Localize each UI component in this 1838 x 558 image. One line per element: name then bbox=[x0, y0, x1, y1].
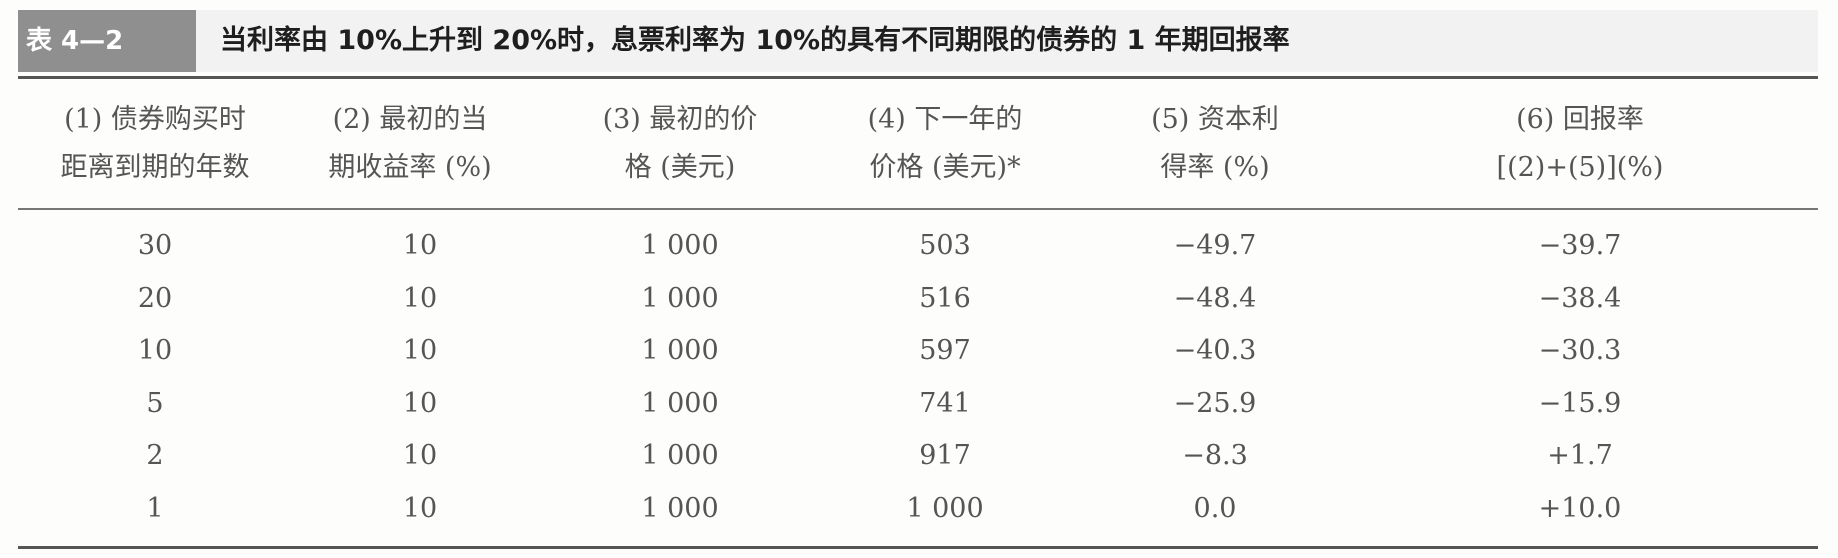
table-cell-r5-c2: 10 bbox=[402, 440, 438, 471]
table-cell-r6-c4: 1 000 bbox=[906, 492, 984, 524]
table-cell-r5-c1: 2 bbox=[146, 440, 164, 471]
table-cell-r2-c2: 10 bbox=[402, 282, 438, 314]
table-cell-r3-c1: 10 bbox=[137, 335, 173, 366]
header-col-6-line-1: (6) 回报率 bbox=[1516, 104, 1644, 135]
header-rule bbox=[18, 208, 1818, 210]
header-col-6: (6) 回报率 [(2)+(5)](%) bbox=[1450, 96, 1710, 192]
header-col-6-line-2: [(2)+(5)](%) bbox=[1496, 152, 1664, 183]
table-title: 当利率由 10%上升到 20%时，息票利率为 10%的具有不同期限的债券的 1 … bbox=[220, 25, 1290, 56]
table-cell-r3-c6: −30.3 bbox=[1538, 335, 1622, 366]
header-col-5: (5) 资本利 得率 (%) bbox=[1105, 96, 1325, 192]
table-cell-r6-c1: 1 bbox=[146, 492, 164, 524]
table-cell-r1-c4: 503 bbox=[919, 230, 971, 261]
table-cell-r2-c5: −48.4 bbox=[1173, 282, 1257, 314]
table-cell-r4-c2: 10 bbox=[402, 387, 438, 419]
table-cell-r4-c5: −25.9 bbox=[1173, 387, 1257, 419]
table-cell-r3-c4: 597 bbox=[919, 335, 971, 366]
table-cell-r4-c3: 1 000 bbox=[641, 387, 719, 419]
header-col-4-line-1: (4) 下一年的 bbox=[867, 104, 1023, 135]
table-cell-r3-c5: −40.3 bbox=[1173, 335, 1257, 366]
table-cell-r5-c6: +1.7 bbox=[1547, 440, 1613, 471]
table-cell-r2-c4: 516 bbox=[919, 282, 971, 314]
table-number-tag: 表 4—2 bbox=[18, 10, 196, 72]
header-col-5-line-2: 得率 (%) bbox=[1160, 152, 1270, 183]
table-cell-r6-c6: +10.0 bbox=[1538, 492, 1622, 524]
header-col-3: (3) 最初的价 格 (美元) bbox=[570, 96, 790, 192]
table-cell-r1-c2: 10 bbox=[402, 230, 438, 261]
header-col-1-line-2: 距离到期的年数 bbox=[60, 152, 250, 183]
table-cell-r1-c1: 30 bbox=[137, 230, 173, 261]
header-col-2-line-2: 期收益率 (%) bbox=[328, 152, 492, 183]
header-col-2: (2) 最初的当 期收益率 (%) bbox=[300, 96, 520, 192]
bottom-rule bbox=[18, 546, 1818, 549]
table-cell-r2-c6: −38.4 bbox=[1538, 282, 1622, 314]
header-col-1-line-1: (1) 债券购买时 bbox=[64, 104, 246, 135]
header-col-4-line-2: 价格 (美元)* bbox=[869, 152, 1021, 183]
table-cell-r4-c6: −15.9 bbox=[1538, 387, 1622, 419]
table-cell-r4-c4: 741 bbox=[919, 387, 971, 419]
table-cell-r6-c2: 10 bbox=[402, 492, 438, 524]
table-title-bar: 表 4—2 当利率由 10%上升到 20%时，息票利率为 10%的具有不同期限的… bbox=[18, 10, 1818, 72]
table-cell-r6-c3: 1 000 bbox=[641, 492, 719, 524]
table-cell-r2-c1: 20 bbox=[137, 282, 173, 314]
table-cell-r6-c5: 0.0 bbox=[1193, 492, 1237, 524]
table-cell-r5-c3: 1 000 bbox=[641, 440, 719, 471]
table-cell-r1-c5: −49.7 bbox=[1173, 230, 1257, 261]
header-col-1: (1) 债券购买时 距离到期的年数 bbox=[30, 96, 280, 192]
header-col-4: (4) 下一年的 价格 (美元)* bbox=[835, 96, 1055, 192]
header-col-3-line-2: 格 (美元) bbox=[624, 152, 736, 183]
table-cell-r5-c5: −8.3 bbox=[1182, 440, 1248, 471]
table-cell-r2-c3: 1 000 bbox=[641, 282, 719, 314]
top-rule bbox=[18, 76, 1818, 79]
header-col-2-line-1: (2) 最初的当 bbox=[332, 104, 488, 135]
header-col-5-line-1: (5) 资本利 bbox=[1151, 104, 1279, 135]
table-cell-r3-c2: 10 bbox=[402, 335, 438, 366]
table-cell-r4-c1: 5 bbox=[146, 387, 164, 419]
header-col-3-line-1: (3) 最初的价 bbox=[602, 104, 758, 135]
table-cell-r1-c3: 1 000 bbox=[641, 230, 719, 261]
table-cell-r3-c3: 1 000 bbox=[641, 335, 719, 366]
table-cell-r1-c6: −39.7 bbox=[1538, 230, 1622, 261]
table-cell-r5-c4: 917 bbox=[919, 440, 971, 471]
